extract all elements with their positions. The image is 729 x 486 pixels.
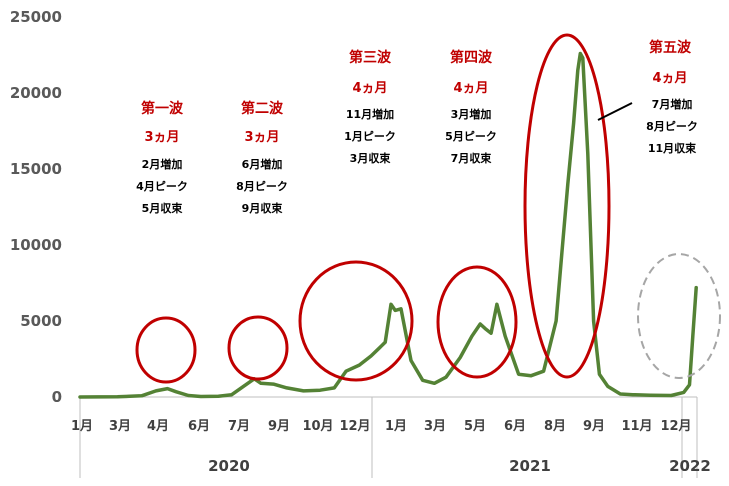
x-axis: 1月 3月 4月 6月 7月 9月 10月 12月 1月 3月 5月 6月 8月… [71, 396, 711, 478]
wave3-annotation: 第三波 4ヵ月 11月増加 1月ピーク 3月収束 [344, 49, 396, 165]
wave4-line: 5月ピーク [445, 130, 497, 143]
x-tick-label: 6月 [188, 419, 210, 434]
x-tick-label: 5月 [464, 419, 486, 434]
wave4-line: 3月増加 [451, 107, 492, 121]
y-tick-label: 10000 [10, 236, 62, 254]
x-tick-label: 8月 [544, 419, 566, 434]
year-label: 2022 [669, 457, 711, 475]
annotation-pointer [597, 102, 633, 121]
y-tick-label: 0 [52, 388, 62, 406]
x-tick-label: 10月 [302, 419, 333, 434]
wave1-title: 第一波 [141, 100, 184, 117]
wave3-duration: 4ヵ月 [352, 81, 387, 96]
wave1-duration: 3ヵ月 [144, 130, 179, 145]
y-tick-label: 20000 [10, 84, 62, 102]
wave4-title: 第四波 [450, 49, 493, 66]
x-tick-label: 12月 [339, 419, 370, 434]
x-tick-label: 6月 [504, 419, 526, 434]
wave1-line: 4月ピーク [136, 180, 188, 193]
wave2-line: 9月収束 [242, 201, 284, 215]
wave5-duration: 4ヵ月 [652, 71, 687, 86]
x-tick-label: 9月 [583, 419, 605, 434]
wave2-title: 第二波 [241, 100, 284, 117]
y-tick-label: 5000 [20, 312, 62, 330]
year-label: 2020 [208, 457, 250, 475]
wave1-highlight [135, 316, 197, 384]
x-tick-label: 1月 [385, 419, 407, 434]
x-tick-label: 1月 [71, 419, 93, 434]
wave2-line: 6月増加 [242, 157, 283, 171]
wave-highlights [135, 33, 721, 384]
wave3-title: 第三波 [349, 49, 392, 66]
y-axis: 0 5000 10000 15000 20000 25000 [10, 8, 62, 406]
wave4-line: 7月収束 [451, 151, 493, 165]
wave3-line: 11月増加 [346, 107, 394, 121]
x-tick-label: 7月 [228, 419, 250, 434]
wave5-annotation: 第五波 4ヵ月 7月増加 8月ピーク 11月収束 [646, 39, 698, 155]
wave1-line: 2月増加 [142, 157, 183, 171]
wave2-highlight [227, 315, 289, 381]
wave4-annotation: 第四波 4ヵ月 3月増加 5月ピーク 7月収束 [445, 49, 497, 165]
wave1-annotation: 第一波 3ヵ月 2月増加 4月ピーク 5月収束 [136, 100, 188, 215]
y-tick-label: 25000 [10, 8, 62, 26]
wave5-title: 第五波 [649, 39, 692, 56]
y-tick-label: 15000 [10, 160, 62, 178]
wave5-line: 7月増加 [652, 97, 693, 111]
wave3-line: 1月ピーク [344, 130, 396, 143]
wave3-line: 3月収束 [350, 151, 392, 165]
wave5-highlight [523, 33, 611, 379]
wave5-line: 11月収束 [648, 141, 697, 155]
wave2-line: 8月ピーク [236, 180, 288, 193]
x-tick-label: 11月 [621, 419, 652, 434]
wave2-annotation: 第二波 3ヵ月 6月増加 8月ピーク 9月収束 [236, 100, 288, 215]
wave4-duration: 4ヵ月 [453, 81, 488, 96]
x-tick-label: 3月 [109, 419, 131, 434]
wave1-line: 5月収束 [142, 201, 184, 215]
current-wave-highlight [637, 253, 721, 379]
wave4-highlight [436, 265, 518, 379]
wave2-duration: 3ヵ月 [244, 130, 279, 145]
x-tick-label: 9月 [268, 419, 290, 434]
year-label: 2021 [509, 457, 551, 475]
x-tick-label: 4月 [147, 419, 169, 434]
wave5-line: 8月ピーク [646, 120, 698, 133]
x-tick-label: 12月 [660, 419, 691, 434]
wave3-highlight [298, 260, 414, 382]
x-tick-label: 3月 [424, 419, 446, 434]
